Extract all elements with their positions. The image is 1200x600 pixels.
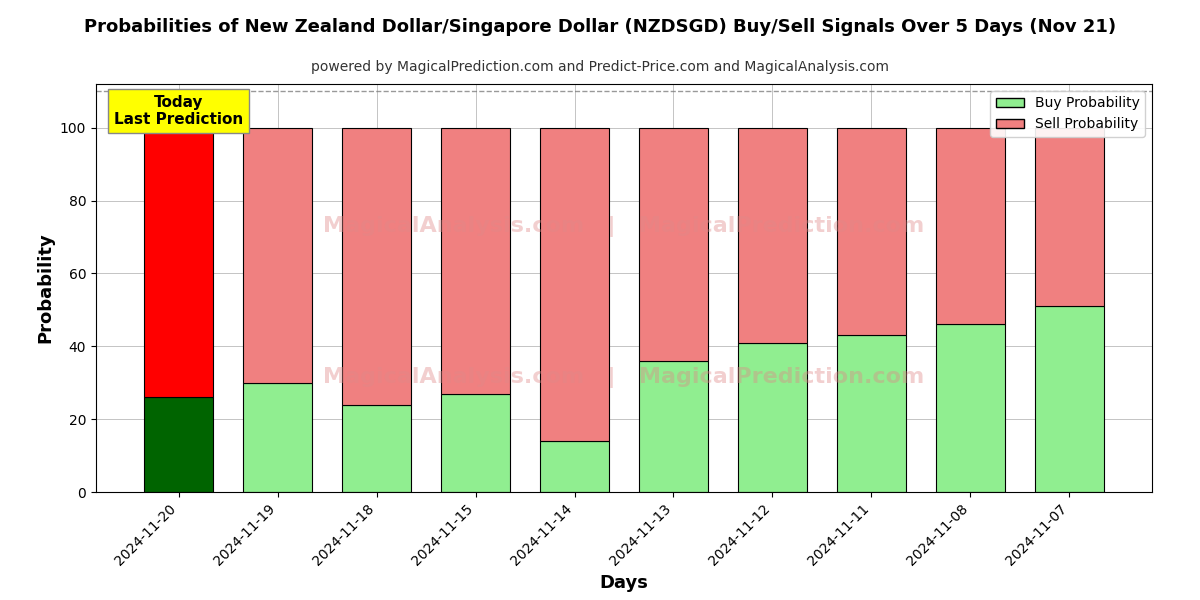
Text: powered by MagicalPrediction.com and Predict-Price.com and MagicalAnalysis.com: powered by MagicalPrediction.com and Pre… <box>311 60 889 74</box>
Bar <box>738 343 808 492</box>
Bar <box>836 335 906 492</box>
Bar <box>936 128 1006 325</box>
X-axis label: Days: Days <box>600 574 648 592</box>
Bar <box>242 383 312 492</box>
Bar <box>342 128 412 404</box>
Bar <box>440 394 510 492</box>
Text: MagicalAnalysis.com   |   MagicalPrediction.com: MagicalAnalysis.com | MagicalPrediction.… <box>323 216 925 237</box>
Bar <box>936 325 1006 492</box>
Bar <box>738 128 808 343</box>
Bar <box>1034 128 1104 306</box>
Bar <box>540 128 610 441</box>
Text: Probabilities of New Zealand Dollar/Singapore Dollar (NZDSGD) Buy/Sell Signals O: Probabilities of New Zealand Dollar/Sing… <box>84 18 1116 36</box>
Legend: Buy Probability, Sell Probability: Buy Probability, Sell Probability <box>990 91 1145 137</box>
Bar <box>144 397 214 492</box>
Bar <box>836 128 906 335</box>
Text: MagicalAnalysis.com   |   MagicalPrediction.com: MagicalAnalysis.com | MagicalPrediction.… <box>323 367 925 388</box>
Y-axis label: Probability: Probability <box>36 233 54 343</box>
Bar <box>638 128 708 361</box>
Bar <box>440 128 510 394</box>
Bar <box>638 361 708 492</box>
Text: Today
Last Prediction: Today Last Prediction <box>114 95 244 127</box>
Bar <box>1034 306 1104 492</box>
Bar <box>540 441 610 492</box>
Bar <box>242 128 312 383</box>
Bar <box>342 404 412 492</box>
Bar <box>144 128 214 397</box>
